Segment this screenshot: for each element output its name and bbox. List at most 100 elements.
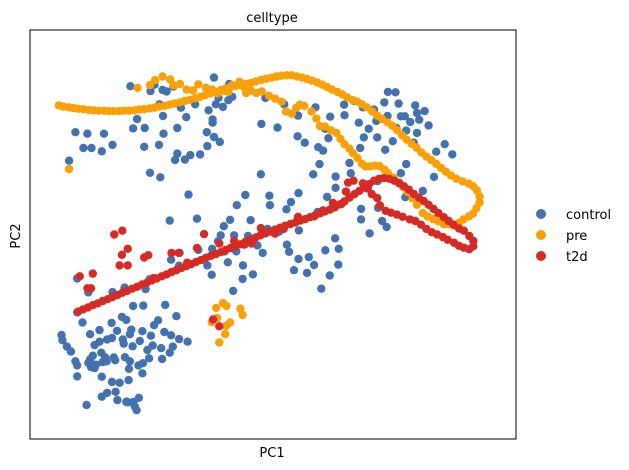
legend-label-control: control (566, 208, 611, 223)
point-control-98 (440, 140, 449, 149)
point-control-43 (146, 86, 155, 96)
point-control-218 (97, 392, 107, 401)
point-control-11 (132, 114, 142, 124)
point-pre-152 (54, 101, 63, 110)
point-control-23 (180, 155, 190, 164)
point-control-195 (97, 372, 107, 381)
point-control-230 (112, 326, 122, 335)
point-control-201 (85, 330, 95, 339)
point-control-108 (356, 204, 366, 214)
point-control-231 (125, 330, 135, 339)
point-control-104 (377, 216, 387, 226)
point-control-41 (162, 87, 171, 96)
point-control-84 (391, 88, 400, 97)
point-control-161 (184, 190, 193, 199)
point-control-90 (415, 115, 424, 124)
point-control-106 (365, 229, 374, 238)
point-control-232 (128, 342, 137, 351)
point-control-0 (64, 156, 74, 165)
point-control-63 (331, 183, 340, 192)
point-control-131 (334, 244, 343, 253)
point-control-191 (111, 387, 120, 396)
point-control-70 (354, 118, 363, 127)
point-t2d-17 (199, 229, 209, 239)
point-control-186 (124, 375, 133, 385)
point-control-8 (71, 128, 80, 137)
point-control-111 (402, 159, 411, 169)
point-control-138 (246, 216, 255, 225)
point-control-91 (406, 117, 415, 127)
point-control-58 (326, 112, 335, 121)
point-pre-155 (221, 330, 230, 339)
point-t2d-136 (208, 315, 218, 324)
point-t2d-6 (123, 244, 132, 253)
point-control-244 (73, 361, 82, 370)
point-pre-34 (320, 122, 330, 131)
point-control-60 (318, 146, 328, 155)
point-control-100 (429, 172, 439, 182)
point-control-112 (309, 170, 318, 179)
point-control-7 (140, 142, 149, 151)
point-control-89 (412, 128, 422, 138)
point-control-99 (448, 150, 457, 159)
point-control-53 (300, 138, 309, 147)
point-control-110 (396, 169, 406, 178)
point-t2d-18 (215, 239, 224, 248)
point-control-182 (144, 354, 154, 363)
point-t2d-49 (443, 235, 452, 244)
point-pre-54 (412, 200, 422, 209)
point-control-21 (170, 155, 180, 165)
point-control-13 (159, 129, 168, 138)
point-t2d-14 (174, 248, 183, 258)
legend-label-t2d: t2d (566, 250, 588, 265)
point-control-127 (289, 266, 299, 275)
point-pre-153 (236, 304, 245, 313)
point-control-96 (424, 121, 433, 130)
point-control-69 (364, 124, 373, 133)
point-control-49 (256, 170, 266, 179)
point-control-64 (322, 192, 332, 202)
point-control-27 (126, 82, 135, 91)
point-pre-11 (201, 83, 211, 93)
point-control-35 (208, 115, 217, 124)
point-pre-1 (133, 83, 142, 93)
point-control-12 (154, 140, 164, 150)
point-control-133 (325, 271, 334, 280)
point-control-50 (273, 123, 282, 132)
point-control-14 (173, 123, 182, 133)
point-control-181 (157, 343, 166, 353)
point-control-124 (258, 248, 267, 258)
point-control-125 (284, 247, 294, 256)
point-control-114 (286, 197, 296, 207)
point-control-137 (282, 240, 292, 249)
point-control-202 (78, 318, 87, 327)
point-control-101 (418, 186, 427, 196)
point-t2d-135 (73, 307, 83, 316)
point-control-213 (157, 354, 167, 364)
point-control-68 (359, 133, 368, 142)
point-control-192 (115, 378, 124, 387)
point-control-85 (394, 99, 403, 108)
point-control-233 (134, 361, 143, 370)
point-control-95 (420, 106, 429, 116)
point-control-10 (140, 123, 149, 133)
point-pre-6 (169, 81, 178, 90)
point-control-66 (345, 158, 354, 168)
y-axis-label: PC2 (9, 223, 24, 248)
point-pre-10 (194, 80, 203, 89)
point-control-20 (156, 173, 165, 182)
point-control-62 (331, 172, 340, 181)
point-control-5 (99, 129, 109, 138)
point-control-71 (340, 111, 349, 120)
point-control-119 (232, 201, 241, 210)
point-control-36 (211, 100, 220, 109)
point-control-24 (195, 150, 205, 159)
point-pre-160 (238, 310, 247, 320)
point-control-177 (160, 327, 169, 337)
point-control-22 (173, 149, 182, 158)
point-control-134 (317, 284, 326, 293)
x-axis-label: PC1 (259, 446, 284, 461)
point-control-165 (161, 300, 170, 310)
point-pre-22 (257, 87, 266, 96)
point-control-92 (396, 112, 406, 121)
